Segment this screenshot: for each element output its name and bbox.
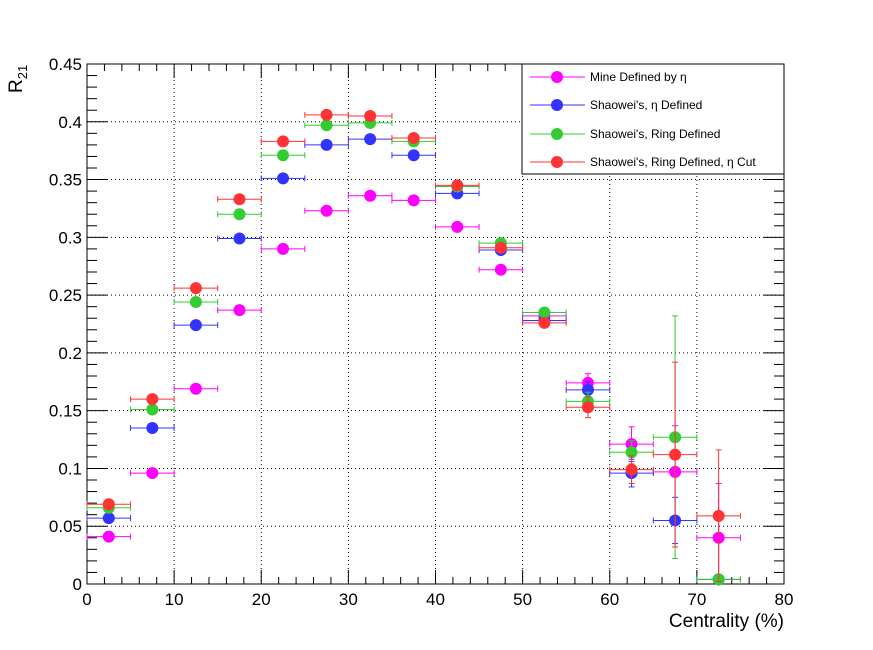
data-point	[320, 138, 333, 151]
data-point	[451, 220, 464, 233]
data-point	[320, 108, 333, 121]
legend: Mine Defined by η Shaowei's, η Defined Sha…	[521, 63, 785, 175]
data-point	[102, 530, 115, 543]
y-tick-label: 0	[73, 575, 82, 594]
data-point	[146, 403, 159, 416]
data-point	[102, 512, 115, 525]
data-point	[451, 179, 464, 192]
data-point	[277, 135, 290, 148]
data-point	[189, 319, 202, 332]
data-point	[538, 316, 551, 329]
series-3	[86, 108, 741, 583]
legend-label: Shaowei's, Ring Defined, η Cut	[590, 155, 756, 169]
data-point	[102, 498, 115, 511]
y-tick-label: 0.4	[58, 113, 82, 132]
data-point	[146, 467, 159, 480]
data-point	[494, 263, 507, 276]
y-axis-title: R21	[6, 65, 30, 93]
data-point	[407, 149, 420, 162]
data-point	[538, 306, 551, 319]
x-tick-label: 20	[252, 590, 271, 609]
data-point	[233, 304, 246, 317]
data-point	[364, 189, 377, 202]
legend-marker	[551, 128, 563, 140]
legend-label: Shaowei's, Ring Defined	[590, 127, 720, 141]
data-point	[625, 463, 638, 476]
y-tick-label: 0.45	[49, 55, 82, 74]
data-point	[407, 194, 420, 207]
y-tick-label: 0.25	[49, 286, 82, 305]
data-point	[189, 382, 202, 395]
x-tick-label: 50	[513, 590, 532, 609]
y-tick-label: 0.2	[58, 344, 82, 363]
y-tick-label: 0.35	[49, 171, 82, 190]
data-point	[712, 509, 725, 522]
legend-marker	[551, 71, 563, 83]
data-point	[581, 383, 594, 396]
y-tick-label: 0.1	[58, 459, 82, 478]
x-tick-label: 0	[82, 590, 91, 609]
series-1	[86, 133, 741, 586]
data-point	[364, 133, 377, 146]
x-tick-label: 70	[687, 590, 706, 609]
data-point	[233, 208, 246, 221]
x-tick-label: 30	[339, 590, 358, 609]
legend-marker	[551, 99, 563, 111]
data-point	[189, 296, 202, 309]
data-point	[494, 241, 507, 254]
legend-marker	[551, 156, 563, 168]
data-point	[277, 149, 290, 162]
data-point	[146, 393, 159, 406]
y-axis-title-main: R	[6, 79, 27, 93]
y-tick-label: 0.05	[49, 517, 82, 536]
x-tick-label: 60	[600, 590, 619, 609]
data-point	[146, 422, 159, 434]
legend-box	[521, 63, 785, 175]
y-tick-label: 0.3	[58, 228, 82, 247]
data-point	[581, 401, 594, 414]
data-marks	[86, 108, 741, 586]
axis-ticks: 0 10 20 30 40 50 60 70 80 0 0.05 0.1 0.15 0.2 0.25 0.3 0…	[49, 55, 794, 609]
data-point	[233, 193, 246, 206]
series-2	[86, 116, 741, 586]
legend-label: Mine Defined by η	[590, 70, 687, 84]
x-axis-title: Centrality (%)	[669, 611, 784, 632]
data-point	[320, 204, 333, 217]
data-point	[277, 172, 290, 185]
data-point	[669, 448, 682, 461]
data-point	[189, 282, 202, 295]
data-point	[233, 232, 246, 245]
legend-label: Shaowei's, η Defined	[590, 98, 702, 112]
data-point	[364, 110, 377, 122]
data-point	[407, 131, 420, 144]
y-axis-title-subscript: 21	[15, 65, 30, 79]
series-0	[86, 189, 741, 585]
y-tick-label: 0.15	[49, 402, 82, 421]
x-tick-label: 40	[426, 590, 445, 609]
data-point	[320, 119, 333, 132]
data-point	[277, 242, 290, 255]
x-tick-label: 10	[165, 590, 184, 609]
grid	[87, 64, 784, 584]
x-tick-label: 80	[775, 590, 794, 609]
